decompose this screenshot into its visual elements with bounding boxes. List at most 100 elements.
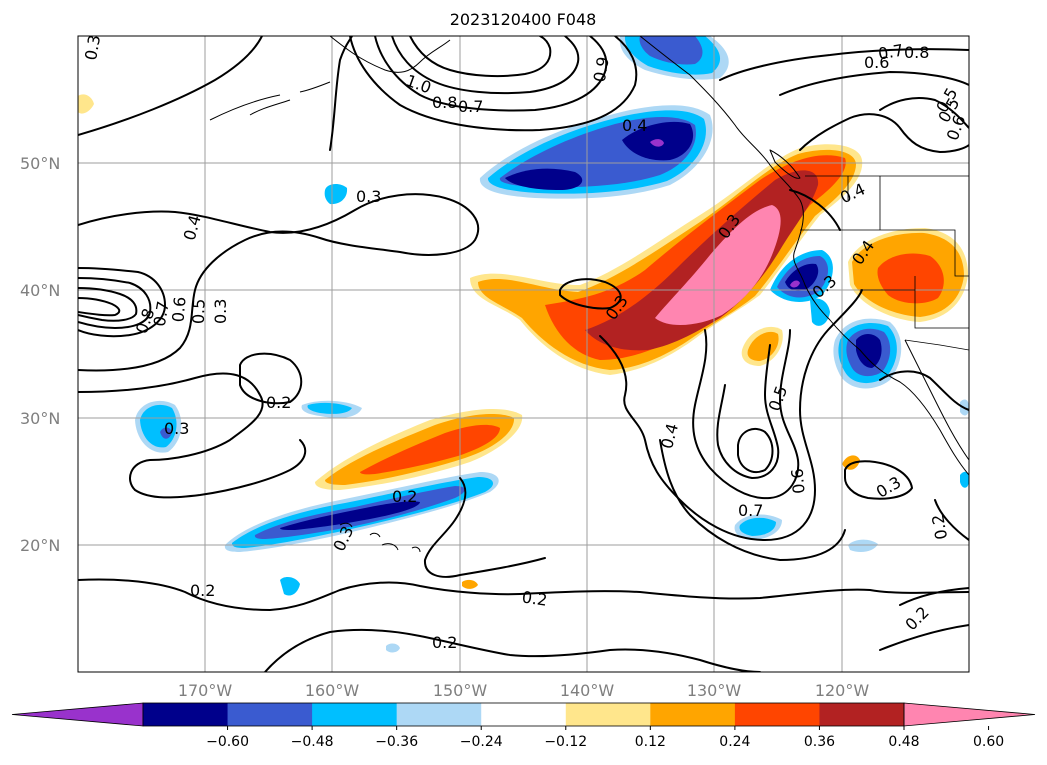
colorbar-segment	[734, 703, 820, 726]
colorbar-segment	[481, 703, 567, 726]
contour-line	[329, 36, 353, 151]
colorbar-tick-label: −0.60	[206, 734, 249, 750]
mexico-border	[904, 339, 969, 351]
colorbar-tick-label: −0.36	[375, 734, 418, 750]
contour-line	[78, 297, 121, 317]
map-frame	[77, 35, 970, 673]
positive-anomaly-band	[360, 424, 500, 475]
contour-line	[737, 427, 774, 474]
contour-line	[78, 277, 152, 329]
contour-line	[692, 329, 800, 500]
contour-line	[391, 36, 580, 95]
negative-anomaly-core	[790, 280, 800, 288]
lon-label-150w: 150°W	[433, 681, 488, 700]
positive-anomaly-core	[655, 205, 781, 326]
contour-line	[879, 370, 969, 411]
alaska-coast	[329, 36, 451, 73]
contour-label: 0.3	[211, 299, 230, 324]
contour-label: 0.6	[168, 296, 189, 323]
lon-label-140w: 140°W	[560, 681, 615, 700]
contour-label: 0.2	[392, 487, 417, 506]
colorbar-segment	[650, 703, 736, 726]
colorbar-segment	[819, 703, 905, 726]
contour-label: 0.9	[590, 55, 613, 83]
colorbar-segment	[312, 703, 398, 726]
contour-label: 0.4	[622, 116, 647, 135]
contours	[78, 36, 969, 672]
negative-anomaly-patch	[324, 184, 348, 205]
contour-label: 0.3	[164, 419, 189, 438]
lon-label-120w: 120°W	[815, 681, 870, 700]
lon-label-170w: 170°W	[178, 681, 233, 700]
negative-anomaly-patch	[739, 517, 776, 536]
colorbar-segments	[11, 702, 1036, 727]
negative-anomaly-core	[650, 139, 664, 147]
colorbar-segment	[227, 703, 313, 726]
contour-line	[844, 460, 913, 500]
contour-line	[239, 352, 303, 405]
contour-line	[349, 36, 638, 132]
contour-line	[78, 267, 166, 338]
contour-label: 0.2	[521, 587, 549, 609]
coastlines	[209, 36, 969, 553]
colorbar-tick-label: 0.12	[635, 734, 666, 750]
negative-anomaly-band	[639, 36, 703, 65]
contour-label: 0.6	[864, 53, 889, 72]
contour-label: 0.2	[928, 513, 951, 541]
contour-label: 0.2	[266, 393, 291, 412]
negative-anomaly-core	[505, 168, 583, 190]
lat-label-30n: 30°N	[20, 409, 60, 428]
contour-line	[78, 193, 480, 372]
colorbar-extend-max	[903, 702, 1036, 727]
negative-anomaly-patch	[280, 576, 300, 596]
colorbar-tick-label: −0.48	[291, 734, 334, 750]
hawaiian-islands	[339, 522, 421, 553]
contour-label: 0.3	[81, 33, 104, 61]
negative-anomaly-core	[856, 334, 882, 368]
contour-label: 0.7	[150, 300, 173, 328]
colorbar-segment	[143, 703, 229, 726]
contour-line	[78, 287, 138, 322]
contour-label: 0.7	[877, 40, 905, 63]
contour-line	[659, 439, 846, 561]
negative-anomaly-patch	[307, 402, 352, 414]
lon-label-160w: 160°W	[305, 681, 360, 700]
contour-line	[719, 48, 969, 81]
contour-line	[559, 278, 622, 310]
contour-line	[599, 289, 863, 541]
contour-line	[78, 36, 263, 136]
longitude-labels: 170°W 160°W 150°W 140°W 130°W 120°W	[178, 681, 870, 700]
baja-coast	[904, 339, 969, 461]
map-panel: 0.3 1.0 0.8 0.7 0.9 0.4 0.3 0.4 0.8 0.7 …	[77, 33, 970, 673]
colorbar-tick-label: 0.36	[804, 734, 835, 750]
positive-anomaly-patch	[747, 331, 779, 361]
contour-label: 0.7	[458, 97, 483, 116]
lat-label-50n: 50°N	[20, 154, 60, 173]
positive-anomaly-patch	[462, 579, 478, 589]
contour-line	[78, 578, 969, 611]
lat-label-20n: 20°N	[20, 536, 60, 555]
contour-line	[423, 477, 546, 578]
map-background	[78, 36, 969, 672]
aleutian-islands	[209, 81, 331, 121]
colorbar-tick-label: 0.48	[888, 734, 919, 750]
contour-line	[934, 499, 969, 541]
colorbar-segment	[565, 703, 651, 726]
contour-label: 0.8	[904, 43, 929, 62]
contour-label: 0.6	[788, 468, 809, 495]
negative-anomaly-band	[810, 298, 830, 326]
positive-anomaly-band	[877, 253, 944, 304]
contour-label: 0.3	[356, 187, 381, 206]
colorbar-tick-label: −0.12	[544, 734, 587, 750]
lon-label-130w: 130°W	[687, 681, 742, 700]
colorbar-frame	[142, 702, 905, 727]
negative-anomaly-band	[280, 501, 420, 530]
contour-label: 0.8	[432, 93, 457, 112]
colorbar: −0.60 −0.48 −0.36 −0.24 −0.12 0.12 0.24 0.36 0.4…	[11, 702, 1036, 750]
contour-line	[78, 372, 307, 499]
north-america-coast	[639, 36, 969, 476]
contour-line	[264, 628, 761, 672]
contour-line	[879, 97, 969, 129]
negative-anomaly-patch	[848, 539, 878, 552]
